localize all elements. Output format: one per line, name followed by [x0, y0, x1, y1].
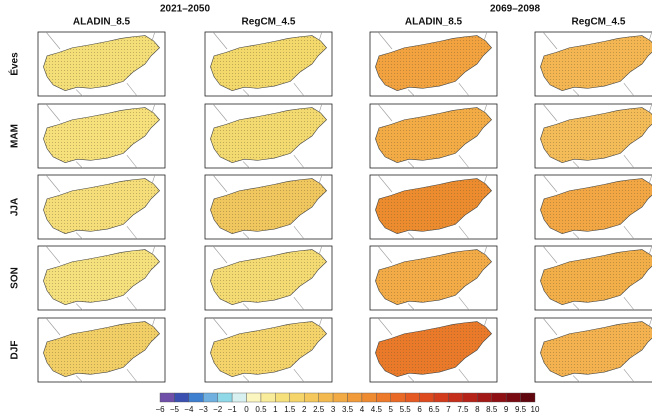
row-label: Éves — [8, 52, 21, 76]
map-panel — [38, 104, 165, 168]
colorbar-swatch — [247, 393, 261, 402]
row-label: MAM — [10, 124, 21, 148]
colorbar-label: 6 — [417, 405, 422, 414]
column-label: ALADIN_8.5 — [405, 17, 463, 28]
colorbar-swatch — [420, 393, 434, 402]
colorbar-swatch — [434, 393, 448, 402]
colorbar-label: −6 — [155, 405, 165, 414]
colorbar-label: 9 — [504, 405, 509, 414]
colorbar-swatch — [319, 393, 333, 402]
row-label: DJF — [10, 341, 21, 360]
colorbar-label: 8.5 — [486, 405, 498, 414]
colorbar-swatch — [448, 393, 462, 402]
period-title: 2069–2098 — [490, 4, 540, 15]
colorbar-label: 3 — [331, 405, 336, 414]
map-panel — [38, 246, 165, 310]
colorbar-swatch — [405, 393, 419, 402]
colorbar-label: 5 — [389, 405, 394, 414]
colorbar-swatch — [174, 393, 188, 402]
colorbar-label: 3.5 — [342, 405, 354, 414]
colorbar-swatch — [232, 393, 246, 402]
colorbar-label: 7 — [446, 405, 451, 414]
column-label: ALADIN_8.5 — [73, 17, 131, 28]
colorbar-label: −4 — [184, 405, 194, 414]
map-panel — [535, 175, 652, 239]
map-panel — [535, 32, 652, 96]
map-panel — [205, 175, 332, 239]
colorbar-label: −2 — [213, 405, 223, 414]
colorbar-swatch — [463, 393, 477, 402]
colorbar-swatch — [477, 393, 491, 402]
colorbar-label: 8 — [475, 405, 480, 414]
colorbar-label: −5 — [170, 405, 180, 414]
column-label: RegCM_4.5 — [572, 17, 626, 28]
map-panel — [205, 32, 332, 96]
map-panel — [370, 175, 497, 239]
colorbar-label: 10 — [531, 405, 540, 414]
colorbar-swatch — [521, 393, 535, 402]
colorbar-label: 7.5 — [457, 405, 469, 414]
colorbar-label: 0 — [244, 405, 249, 414]
colorbar-label: 0.5 — [255, 405, 267, 414]
map-panel — [38, 175, 165, 239]
row-label: JJA — [10, 198, 21, 216]
map-panel — [535, 104, 652, 168]
colorbar-label: 9.5 — [515, 405, 527, 414]
map-panel — [535, 246, 652, 310]
colorbar-label: 2.5 — [313, 405, 325, 414]
colorbar-swatch — [362, 393, 376, 402]
colorbar-swatch — [160, 393, 174, 402]
period-title: 2021–2050 — [160, 4, 210, 15]
map-panel — [370, 246, 497, 310]
colorbar-label: 4 — [360, 405, 365, 414]
colorbar-swatch — [348, 393, 362, 402]
colorbar-label: 2 — [302, 405, 307, 414]
colorbar-swatch — [376, 393, 390, 402]
colorbar-swatch — [290, 393, 304, 402]
map-panel — [535, 318, 652, 382]
colorbar-swatch — [391, 393, 405, 402]
colorbar-label: 6.5 — [428, 405, 440, 414]
colorbar-swatch — [492, 393, 506, 402]
colorbar-swatch — [203, 393, 217, 402]
map-panel — [370, 104, 497, 168]
row-label: SON — [10, 267, 21, 289]
map-panel — [370, 32, 497, 96]
panels — [38, 32, 652, 382]
colorbar-label: 4.5 — [371, 405, 383, 414]
map-panel — [205, 104, 332, 168]
map-panel — [38, 318, 165, 382]
colorbar-swatch — [261, 393, 275, 402]
colorbar-swatch — [506, 393, 520, 402]
colorbar-label: −3 — [199, 405, 209, 414]
map-panel — [370, 318, 497, 382]
colorbar-label: 1 — [273, 405, 278, 414]
colorbar-swatch — [304, 393, 318, 402]
colorbar-swatch — [218, 393, 232, 402]
colorbar-label: 1.5 — [284, 405, 296, 414]
map-panel — [38, 32, 165, 96]
colorbar-swatch — [189, 393, 203, 402]
colorbar-label: 5.5 — [400, 405, 412, 414]
colorbar-swatch — [333, 393, 347, 402]
column-label: RegCM_4.5 — [242, 17, 296, 28]
colorbar-swatch — [275, 393, 289, 402]
map-panel — [205, 318, 332, 382]
map-panel — [205, 246, 332, 310]
colorbar-label: −1 — [228, 405, 238, 414]
